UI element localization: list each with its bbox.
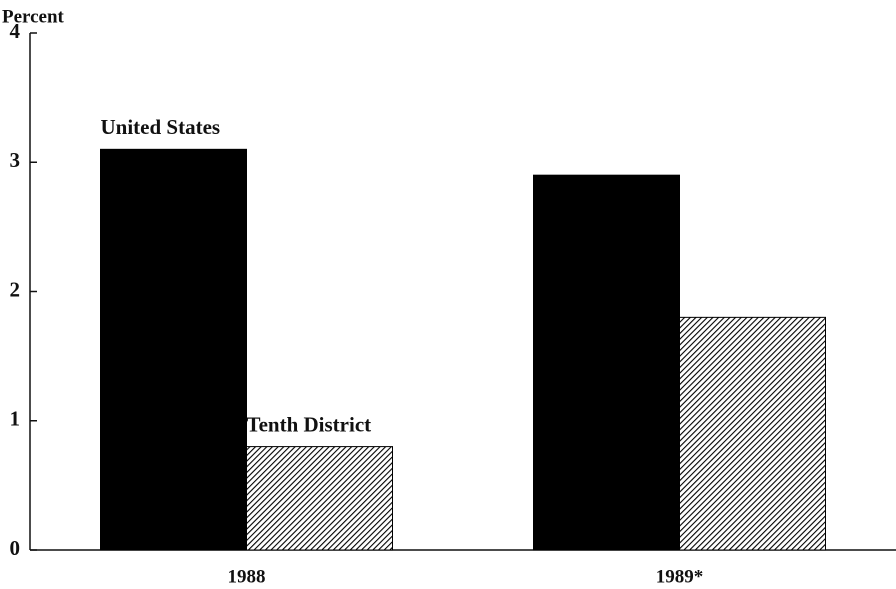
y-tick-label: 2 <box>10 277 21 301</box>
x-tick-label: 1989* <box>656 566 704 587</box>
bar <box>100 148 247 551</box>
x-tick-label: 1988 <box>228 566 266 587</box>
y-tick-label: 1 <box>10 407 21 431</box>
bar <box>246 446 393 551</box>
y-tick-label: 4 <box>10 19 21 43</box>
y-tick-label: 0 <box>10 536 21 560</box>
legend-label: Tenth District <box>247 412 372 436</box>
y-tick-label: 3 <box>10 148 21 172</box>
y-axis-label: Percent <box>2 6 65 27</box>
bar <box>533 174 680 551</box>
legend-label: United States <box>101 115 221 139</box>
bar <box>679 316 826 551</box>
